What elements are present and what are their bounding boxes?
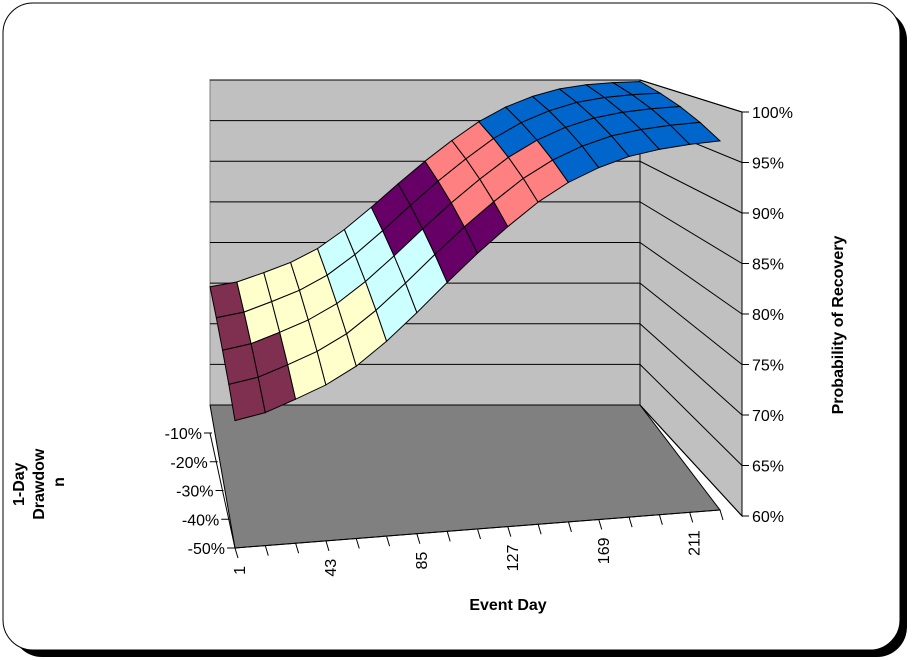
z-tick-label: 75% [752, 358, 784, 375]
x-tick-mark [446, 531, 451, 542]
z-tick-label: 90% [752, 206, 784, 223]
x-tick-mark [264, 545, 269, 556]
x-tick-label: 43 [323, 559, 340, 577]
x-tick-mark [537, 524, 542, 535]
x-tick-mark [689, 512, 694, 523]
x-tick-label: 211 [687, 530, 704, 556]
y-tick-label: -30% [176, 484, 213, 501]
gridline [210, 160, 743, 214]
x-tick-label: 127 [505, 545, 522, 572]
x-tick-label: 85 [414, 552, 431, 570]
x-tick-mark [325, 540, 330, 552]
y-axis-title-line-2: Drawdow [31, 448, 48, 520]
z-tick-label: 80% [752, 307, 784, 324]
y-axis-title-line-3: n [51, 477, 68, 487]
x-tick-mark [598, 519, 603, 530]
x-tick-mark [567, 521, 572, 533]
surface-patch [669, 121, 722, 145]
x-tick-mark [507, 526, 512, 537]
x-tick-mark [416, 533, 421, 544]
gridline [210, 404, 743, 517]
surface-plot [209, 81, 722, 422]
z-tick-label: 100% [752, 105, 793, 122]
y-axis-title: 1-Day Drawdow n [11, 444, 68, 520]
tick-labels: 60% 65% 70% 75% 80% 85% 90% 95% 100% 1 43 85 127 169 2… [165, 105, 793, 577]
x-tick-mark [386, 535, 391, 547]
z-tick-label: 95% [752, 156, 784, 173]
x-tick-mark [477, 528, 481, 540]
z-tick-label: 85% [752, 257, 784, 274]
x-tick-mark [234, 547, 239, 559]
x-axis-title: Event Day [469, 597, 546, 614]
y-tick-label: -40% [182, 512, 219, 529]
x-tick-label: 1 [232, 566, 249, 575]
x-tick-mark [355, 538, 360, 549]
y-axis-title-line-1: 1-Day [11, 462, 28, 506]
y-tick-label: -20% [170, 455, 207, 472]
x-tick-mark [658, 514, 663, 525]
x-tick-mark [628, 516, 633, 528]
x-tick-label: 169 [596, 537, 613, 564]
z-tick-label: 65% [752, 459, 784, 476]
x-tick-mark [295, 543, 300, 554]
y-tick-label: -50% [188, 541, 225, 558]
z-axis-title: Probability of Recovery [830, 236, 847, 415]
x-tick-mark [719, 509, 724, 521]
gridline [210, 79, 743, 113]
z-tick-label: 70% [752, 408, 784, 425]
z-tick-label: 60% [752, 509, 784, 526]
gridline [210, 201, 743, 264]
y-tick-label: -10% [165, 426, 202, 443]
